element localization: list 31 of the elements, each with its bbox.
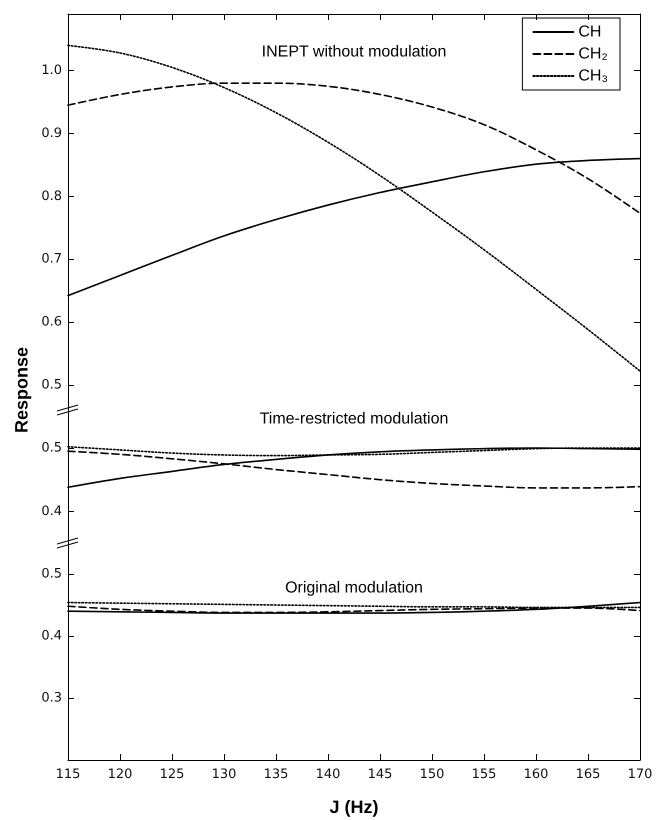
y-tick-label: 0.5 (41, 377, 62, 392)
x-tick-label: 125 (160, 766, 184, 782)
y-tick-label: 0.3 (41, 690, 62, 705)
legend-label: CH₃ (578, 68, 608, 84)
y-tick-label: 1.0 (41, 63, 62, 78)
x-tick-label: 140 (316, 766, 340, 782)
y-axis-title: Response (12, 346, 32, 434)
y-tick-label: 0.9 (41, 126, 62, 141)
x-axis-title: J (Hz) (330, 796, 379, 816)
x-tick-label: 155 (472, 766, 496, 782)
annotation: Time-restricted modulation (260, 410, 448, 428)
x-tick-label: 135 (264, 766, 288, 782)
x-tick-label: 120 (108, 766, 132, 782)
legend-label: CH₂ (578, 46, 608, 62)
y-tick-label: 0.7 (41, 252, 62, 267)
x-tick-label: 170 (628, 766, 652, 782)
legend-label: CH (578, 24, 602, 40)
x-tick-label: 115 (56, 766, 80, 782)
annotation: INEPT without modulation (262, 44, 446, 60)
x-tick-label: 145 (368, 766, 392, 782)
x-tick-label: 160 (524, 766, 548, 782)
y-tick-label: 0.6 (41, 314, 62, 330)
x-tick-label: 150 (420, 766, 444, 782)
y-tick-label: 0.5 (41, 566, 62, 581)
y-tick-label: 0.4 (41, 504, 62, 519)
x-tick-label: 165 (576, 766, 600, 782)
y-tick-label: 0.4 (41, 628, 62, 643)
x-tick-label: 130 (212, 766, 236, 782)
annotation: Original modulation (285, 579, 423, 596)
y-tick-label: 0.8 (41, 188, 62, 204)
y-tick-label: 0.5 (41, 440, 62, 456)
